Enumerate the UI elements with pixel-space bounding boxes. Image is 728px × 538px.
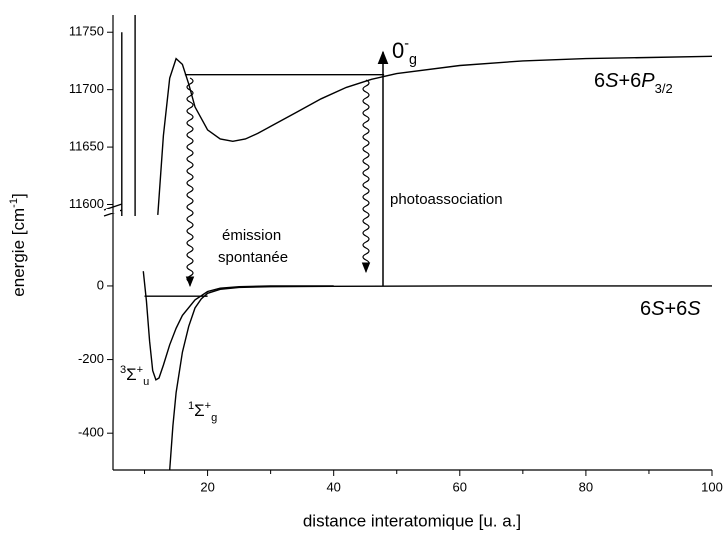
text-part: +: [137, 364, 143, 376]
text-part: 1: [188, 400, 194, 412]
text-part: +: [205, 400, 211, 412]
text-part: u: [143, 376, 149, 388]
annotation: spontanée: [218, 249, 288, 266]
annotation: 1Σ+g: [188, 400, 217, 424]
curve: [142, 271, 334, 381]
y-tick-label: 0: [97, 277, 104, 292]
annotation: 0-g: [392, 36, 417, 68]
text-part: S: [687, 298, 701, 320]
emission-arrow: [185, 77, 195, 288]
text-part: ]: [9, 193, 28, 198]
annotation: 3Σ+u: [120, 364, 149, 388]
y-tick-label: 11600: [69, 196, 104, 211]
text-part: 6: [594, 70, 605, 92]
x-tick-label: 40: [326, 479, 340, 494]
text-part: g: [211, 412, 217, 424]
emission-arrow: [361, 79, 371, 274]
text-part: spontanée: [218, 249, 288, 266]
y-axis-label: energie [cm-1]: [8, 193, 29, 296]
text-part: S: [651, 298, 665, 320]
text-part: Σ: [194, 401, 205, 420]
text-part: Σ: [126, 365, 137, 384]
y-tick-label: -200: [78, 351, 104, 366]
text-part: +6: [618, 70, 641, 92]
curve: [169, 285, 712, 471]
annotation: photoassociation: [390, 191, 503, 208]
text-part: +6: [664, 298, 687, 320]
x-tick-label: 20: [200, 479, 214, 494]
annotation: 6S+6P3/2: [594, 70, 673, 96]
x-tick-label: 100: [701, 479, 723, 494]
y-tick-label: 11700: [69, 81, 104, 96]
text-part: -: [404, 36, 409, 52]
text-part: émission: [222, 227, 281, 244]
x-tick-label: 80: [579, 479, 593, 494]
text-part: -1: [8, 198, 20, 208]
text-part: photoassociation: [390, 191, 503, 208]
curve: [157, 55, 713, 215]
text-part: S: [605, 70, 619, 92]
text-part: 0: [392, 38, 404, 63]
text-part: g: [409, 52, 417, 68]
text-part: 3/2: [655, 81, 673, 96]
x-axis-label: distance interatomique [u. a.]: [303, 511, 521, 530]
annotation: 6S+6S: [640, 298, 701, 320]
y-tick-label: 11650: [69, 139, 104, 154]
text-part: P: [641, 70, 655, 92]
annotation: émission: [222, 227, 281, 244]
text-part: 3: [120, 364, 126, 376]
y-tick-label: 11750: [69, 24, 104, 39]
text-part: energie [cm: [9, 208, 28, 297]
y-tick-label: -400: [78, 425, 104, 440]
text-part: 6: [640, 298, 651, 320]
x-tick-label: 60: [453, 479, 467, 494]
